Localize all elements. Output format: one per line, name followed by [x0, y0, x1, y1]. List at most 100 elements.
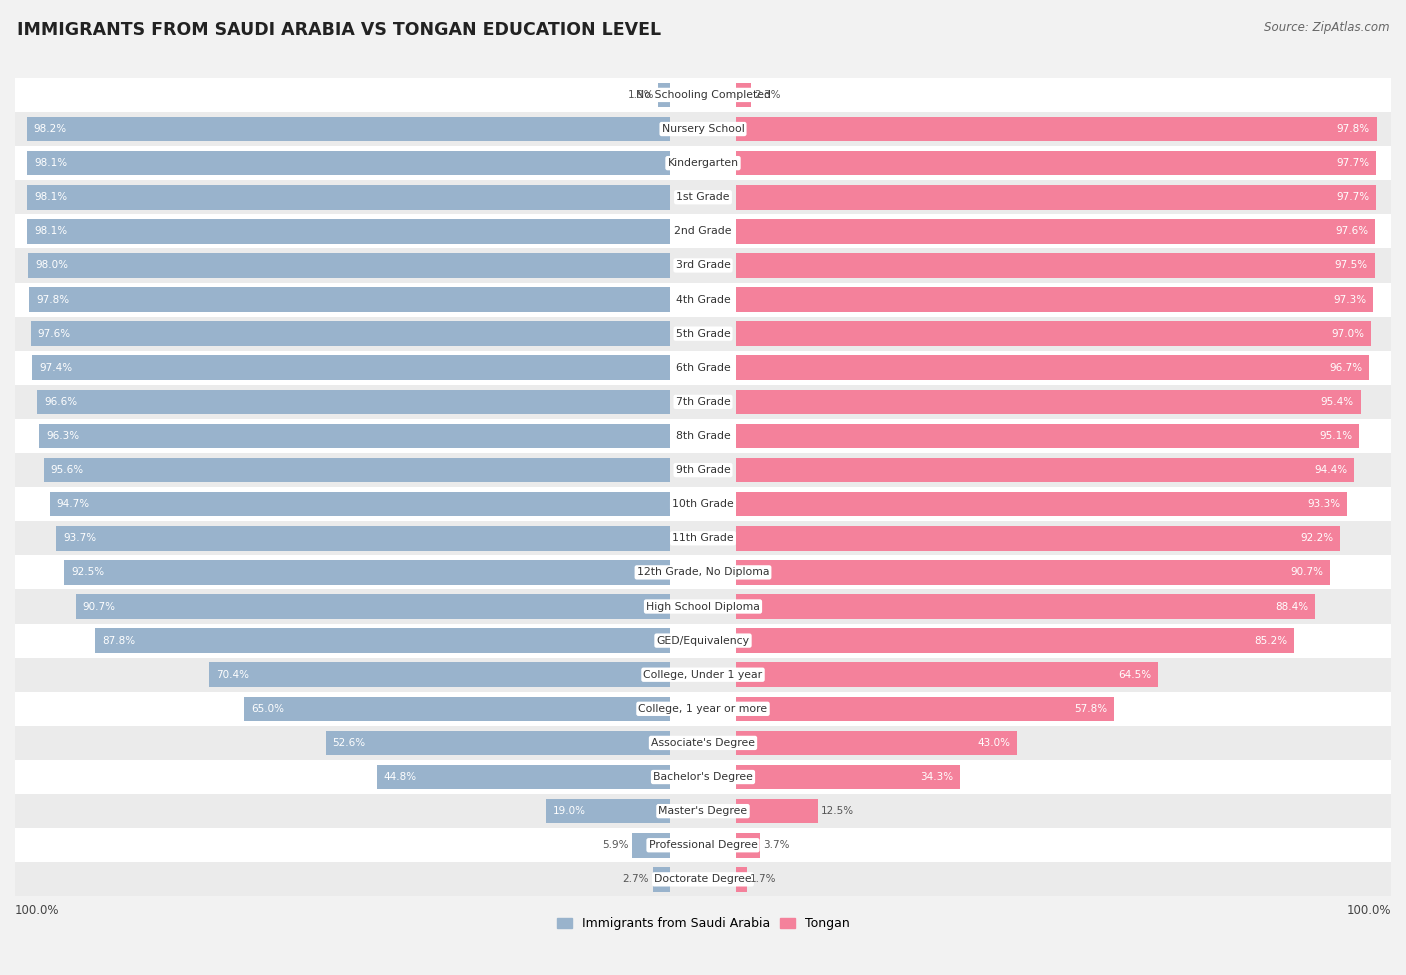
- Bar: [27, 117, 671, 141]
- Bar: [735, 458, 1354, 483]
- Text: 100.0%: 100.0%: [1347, 904, 1391, 916]
- Bar: [735, 799, 818, 824]
- Text: 2.3%: 2.3%: [754, 90, 780, 99]
- Text: IMMIGRANTS FROM SAUDI ARABIA VS TONGAN EDUCATION LEVEL: IMMIGRANTS FROM SAUDI ARABIA VS TONGAN E…: [17, 21, 661, 39]
- Bar: [28, 151, 671, 176]
- Bar: [49, 492, 671, 517]
- Text: 88.4%: 88.4%: [1275, 602, 1308, 611]
- Text: 65.0%: 65.0%: [252, 704, 284, 714]
- Text: 97.4%: 97.4%: [39, 363, 72, 372]
- Text: 85.2%: 85.2%: [1254, 636, 1286, 645]
- Text: 12.5%: 12.5%: [821, 806, 855, 816]
- Bar: [15, 862, 1391, 896]
- Text: 4th Grade: 4th Grade: [676, 294, 730, 304]
- Bar: [209, 662, 671, 687]
- Bar: [15, 794, 1391, 828]
- Bar: [15, 624, 1391, 658]
- Text: 93.3%: 93.3%: [1308, 499, 1340, 509]
- Text: 96.3%: 96.3%: [46, 431, 79, 441]
- Text: 97.6%: 97.6%: [38, 329, 70, 338]
- Text: 52.6%: 52.6%: [332, 738, 366, 748]
- Text: College, 1 year or more: College, 1 year or more: [638, 704, 768, 714]
- Text: 12th Grade, No Diploma: 12th Grade, No Diploma: [637, 567, 769, 577]
- Text: Source: ZipAtlas.com: Source: ZipAtlas.com: [1264, 21, 1389, 34]
- Bar: [735, 628, 1294, 653]
- Bar: [631, 833, 671, 858]
- Text: 43.0%: 43.0%: [977, 738, 1011, 748]
- Bar: [15, 453, 1391, 488]
- Bar: [15, 317, 1391, 351]
- Text: 94.7%: 94.7%: [56, 499, 90, 509]
- Text: 34.3%: 34.3%: [921, 772, 953, 782]
- Text: 11th Grade: 11th Grade: [672, 533, 734, 543]
- Text: 96.7%: 96.7%: [1329, 363, 1362, 372]
- Text: 97.7%: 97.7%: [1336, 192, 1369, 202]
- Bar: [76, 594, 671, 619]
- Bar: [15, 112, 1391, 146]
- Bar: [735, 254, 1375, 278]
- Text: 98.1%: 98.1%: [34, 192, 67, 202]
- Bar: [546, 799, 671, 824]
- Text: 97.8%: 97.8%: [1337, 124, 1369, 134]
- Text: 98.2%: 98.2%: [34, 124, 67, 134]
- Text: 2.7%: 2.7%: [623, 875, 650, 884]
- Bar: [735, 764, 960, 790]
- Bar: [735, 594, 1315, 619]
- Bar: [39, 424, 671, 448]
- Text: 44.8%: 44.8%: [384, 772, 416, 782]
- Text: Associate's Degree: Associate's Degree: [651, 738, 755, 748]
- Bar: [735, 662, 1159, 687]
- Bar: [15, 180, 1391, 214]
- Bar: [15, 692, 1391, 725]
- Text: 95.4%: 95.4%: [1320, 397, 1354, 407]
- Text: 64.5%: 64.5%: [1118, 670, 1152, 680]
- Text: 9th Grade: 9th Grade: [676, 465, 730, 475]
- Text: Master's Degree: Master's Degree: [658, 806, 748, 816]
- Text: No Schooling Completed: No Schooling Completed: [636, 90, 770, 99]
- Bar: [735, 322, 1371, 346]
- Bar: [735, 288, 1374, 312]
- Text: 93.7%: 93.7%: [63, 533, 96, 543]
- Bar: [15, 214, 1391, 249]
- Bar: [15, 146, 1391, 180]
- Bar: [28, 185, 671, 210]
- Bar: [735, 526, 1340, 551]
- Text: 98.1%: 98.1%: [34, 158, 67, 168]
- Bar: [15, 351, 1391, 385]
- Bar: [735, 219, 1375, 244]
- Bar: [15, 828, 1391, 862]
- Bar: [15, 658, 1391, 692]
- Text: 90.7%: 90.7%: [1291, 567, 1323, 577]
- Text: 95.1%: 95.1%: [1319, 431, 1353, 441]
- Text: 10th Grade: 10th Grade: [672, 499, 734, 509]
- Bar: [30, 288, 671, 312]
- Bar: [15, 556, 1391, 590]
- Text: Professional Degree: Professional Degree: [648, 840, 758, 850]
- Text: 6th Grade: 6th Grade: [676, 363, 730, 372]
- Text: College, Under 1 year: College, Under 1 year: [644, 670, 762, 680]
- Text: High School Diploma: High School Diploma: [647, 602, 759, 611]
- Text: Doctorate Degree: Doctorate Degree: [654, 875, 752, 884]
- Bar: [96, 628, 671, 653]
- Text: 97.8%: 97.8%: [37, 294, 69, 304]
- Text: 57.8%: 57.8%: [1074, 704, 1108, 714]
- Bar: [15, 419, 1391, 453]
- Text: 1st Grade: 1st Grade: [676, 192, 730, 202]
- Text: 3.7%: 3.7%: [763, 840, 790, 850]
- Text: 97.5%: 97.5%: [1334, 260, 1368, 270]
- Bar: [326, 730, 671, 756]
- Bar: [652, 867, 671, 891]
- Bar: [15, 522, 1391, 556]
- Text: 97.6%: 97.6%: [1336, 226, 1368, 236]
- Text: 5.9%: 5.9%: [602, 840, 628, 850]
- Text: 97.7%: 97.7%: [1336, 158, 1369, 168]
- Text: 8th Grade: 8th Grade: [676, 431, 730, 441]
- Bar: [44, 458, 671, 483]
- Text: 90.7%: 90.7%: [83, 602, 115, 611]
- Text: 94.4%: 94.4%: [1315, 465, 1347, 475]
- Bar: [735, 390, 1361, 414]
- Bar: [735, 696, 1115, 722]
- Bar: [15, 488, 1391, 522]
- Text: 96.6%: 96.6%: [44, 397, 77, 407]
- Text: 7th Grade: 7th Grade: [676, 397, 730, 407]
